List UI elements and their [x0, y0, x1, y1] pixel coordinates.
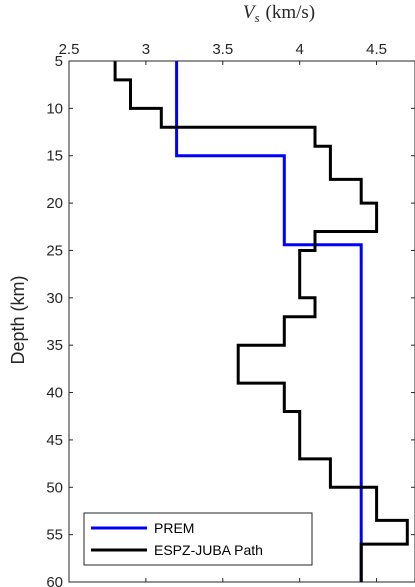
legend: PREM ESPZ-JUBA Path	[83, 512, 313, 566]
plot-frame	[68, 60, 415, 583]
y-tick-label: 30	[46, 290, 63, 307]
y-tick-label: 60	[46, 574, 63, 587]
series-lines	[113, 61, 409, 582]
series-line-prem	[175, 61, 363, 582]
x-tick-label: 2.5	[59, 41, 80, 58]
legend-box	[83, 512, 313, 566]
y-tick-label: 35	[46, 337, 63, 354]
x-tick-label: 4	[295, 41, 303, 58]
x-tick-label: 3	[142, 41, 150, 58]
y-tick-label: 50	[46, 479, 63, 496]
x-axis-title: Vs (km/s)	[243, 2, 315, 25]
legend-label-prem: PREM	[154, 520, 194, 536]
series-line-espz-juba-path	[113, 61, 409, 582]
y-tick-label: 40	[46, 385, 63, 402]
x-axis-title-unit: (km/s)	[266, 2, 316, 23]
x-axis-title-var: V	[243, 2, 257, 23]
y-ticks: 5 10 15 20 25 30 35 40 45 50 55 60	[46, 53, 415, 587]
legend-label-path: ESPZ-JUBA Path	[154, 542, 263, 558]
y-tick-label: 10	[46, 100, 63, 117]
y-tick-label: 45	[46, 432, 63, 449]
y-tick-label: 25	[46, 242, 63, 259]
y-tick-label: 15	[46, 148, 63, 165]
y-tick-label: 20	[46, 195, 63, 212]
y-tick-label: 5	[55, 53, 63, 70]
y-axis-title: Depth (km)	[8, 275, 28, 364]
x-axis-title-sub: s	[254, 10, 259, 25]
x-tick-label: 4.5	[366, 41, 387, 58]
x-tick-label: 3.5	[212, 41, 233, 58]
y-tick-label: 55	[46, 527, 63, 544]
